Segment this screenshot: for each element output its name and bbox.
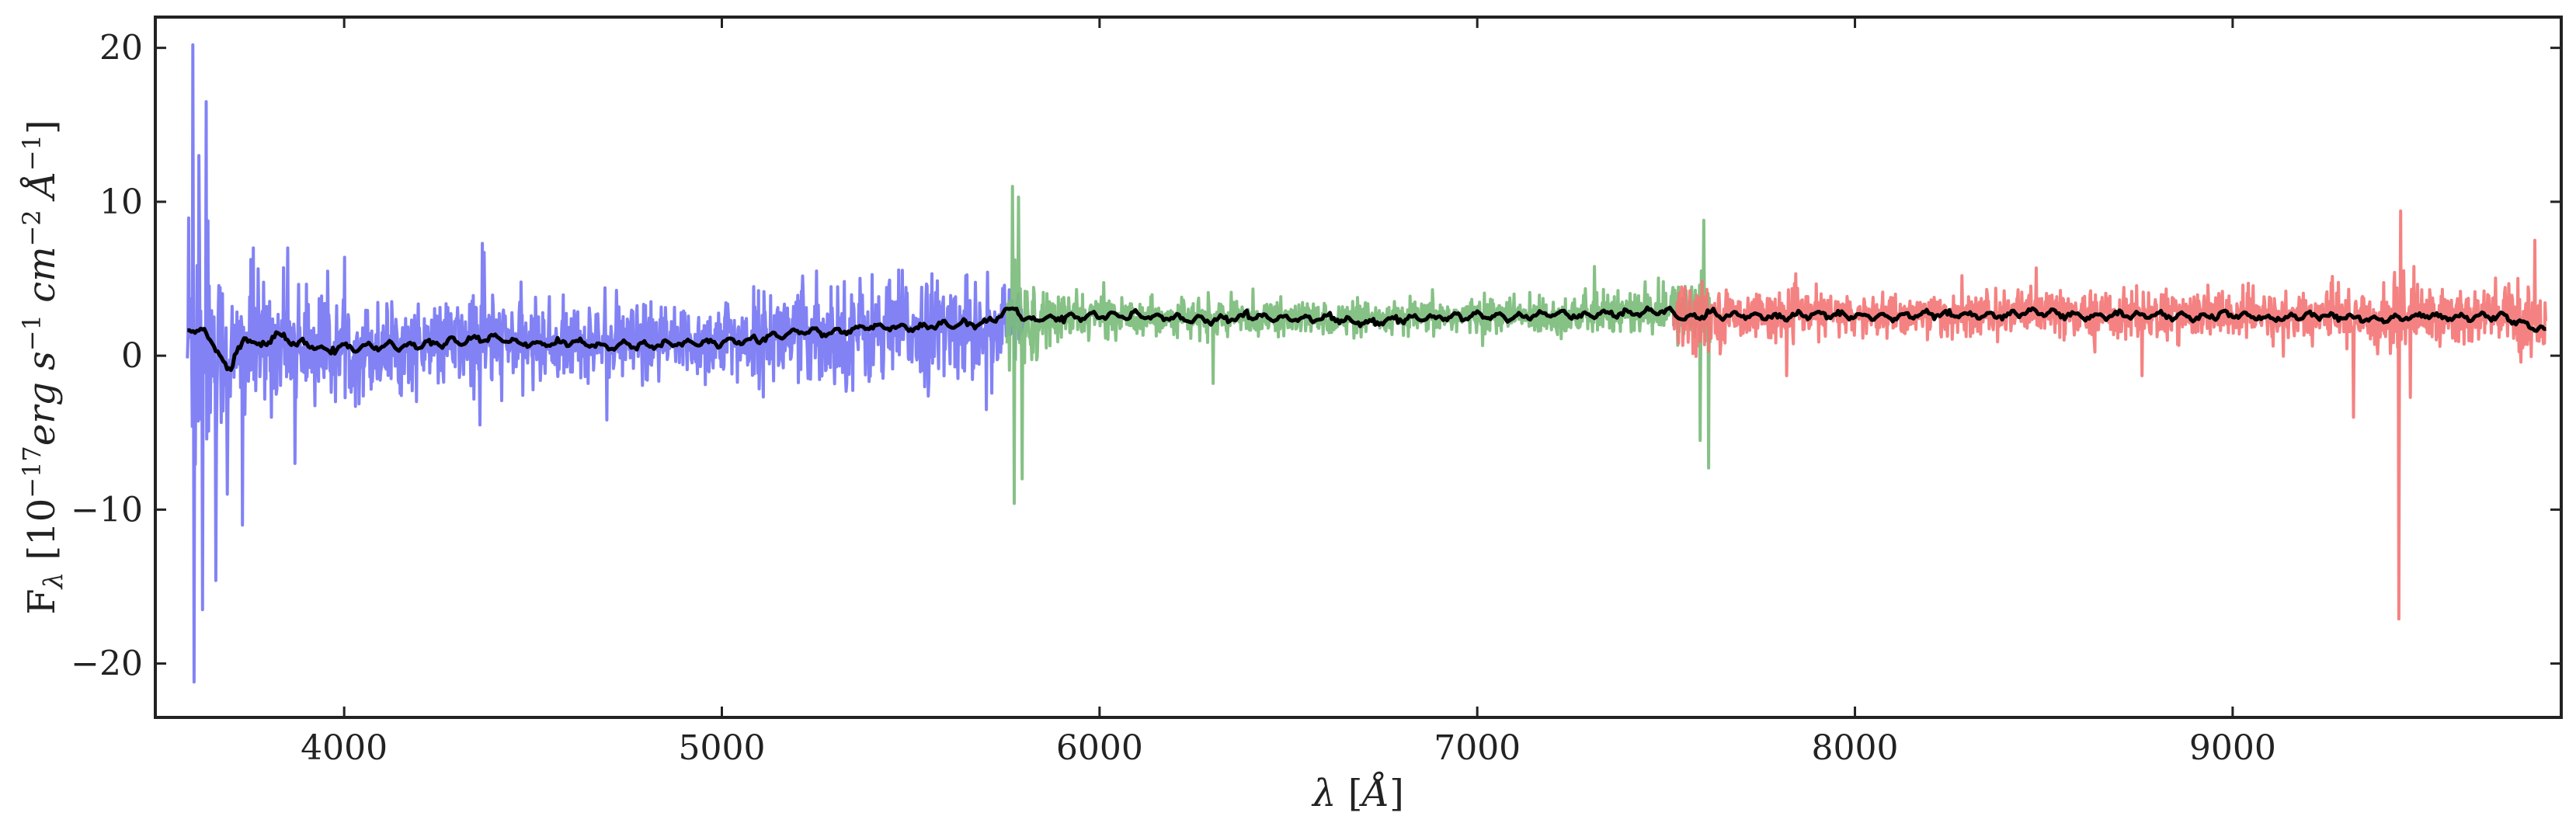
y-tick-label: 20 [99,29,143,68]
series-line-3 [1672,209,2547,621]
x-tick-label: 4000 [301,728,388,768]
y-tick-label: −20 [71,644,143,684]
series-line-4 [187,305,2546,372]
series-line-2 [1005,185,1712,505]
x-axis-label: λ [Å] [1311,771,1404,815]
x-tick-label: 7000 [1434,728,1521,768]
y-tick-label: 0 [121,336,143,376]
x-tick-label: 9000 [2189,728,2276,768]
x-tick-label: 8000 [1812,728,1899,768]
y-axis-label: Fλ [10−17erg s−1 cm−2 Å−1] [17,120,69,614]
x-tick-label: 5000 [679,728,766,768]
x-tick-label: 6000 [1056,728,1143,768]
series-line-1 [186,43,1026,684]
series-layer [186,43,2547,684]
y-tick-label: −10 [71,490,143,530]
y-tick-label: 10 [99,182,143,222]
svg-text:Fλ [10−17erg s−1 cm−2 Å−1]: Fλ [10−17erg s−1 cm−2 Å−1] [17,120,69,614]
plot-frame [154,16,2563,719]
ticks-layer: 4000 5000 6000 7000 8000 9000 20 10 0 −10 −20 [71,17,2561,768]
